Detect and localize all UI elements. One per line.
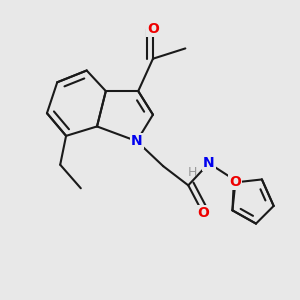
Text: H: H xyxy=(188,166,197,178)
Text: O: O xyxy=(197,206,209,220)
Text: N: N xyxy=(131,134,142,148)
Text: O: O xyxy=(230,176,241,189)
Text: N: N xyxy=(203,156,215,170)
Text: O: O xyxy=(147,22,159,36)
